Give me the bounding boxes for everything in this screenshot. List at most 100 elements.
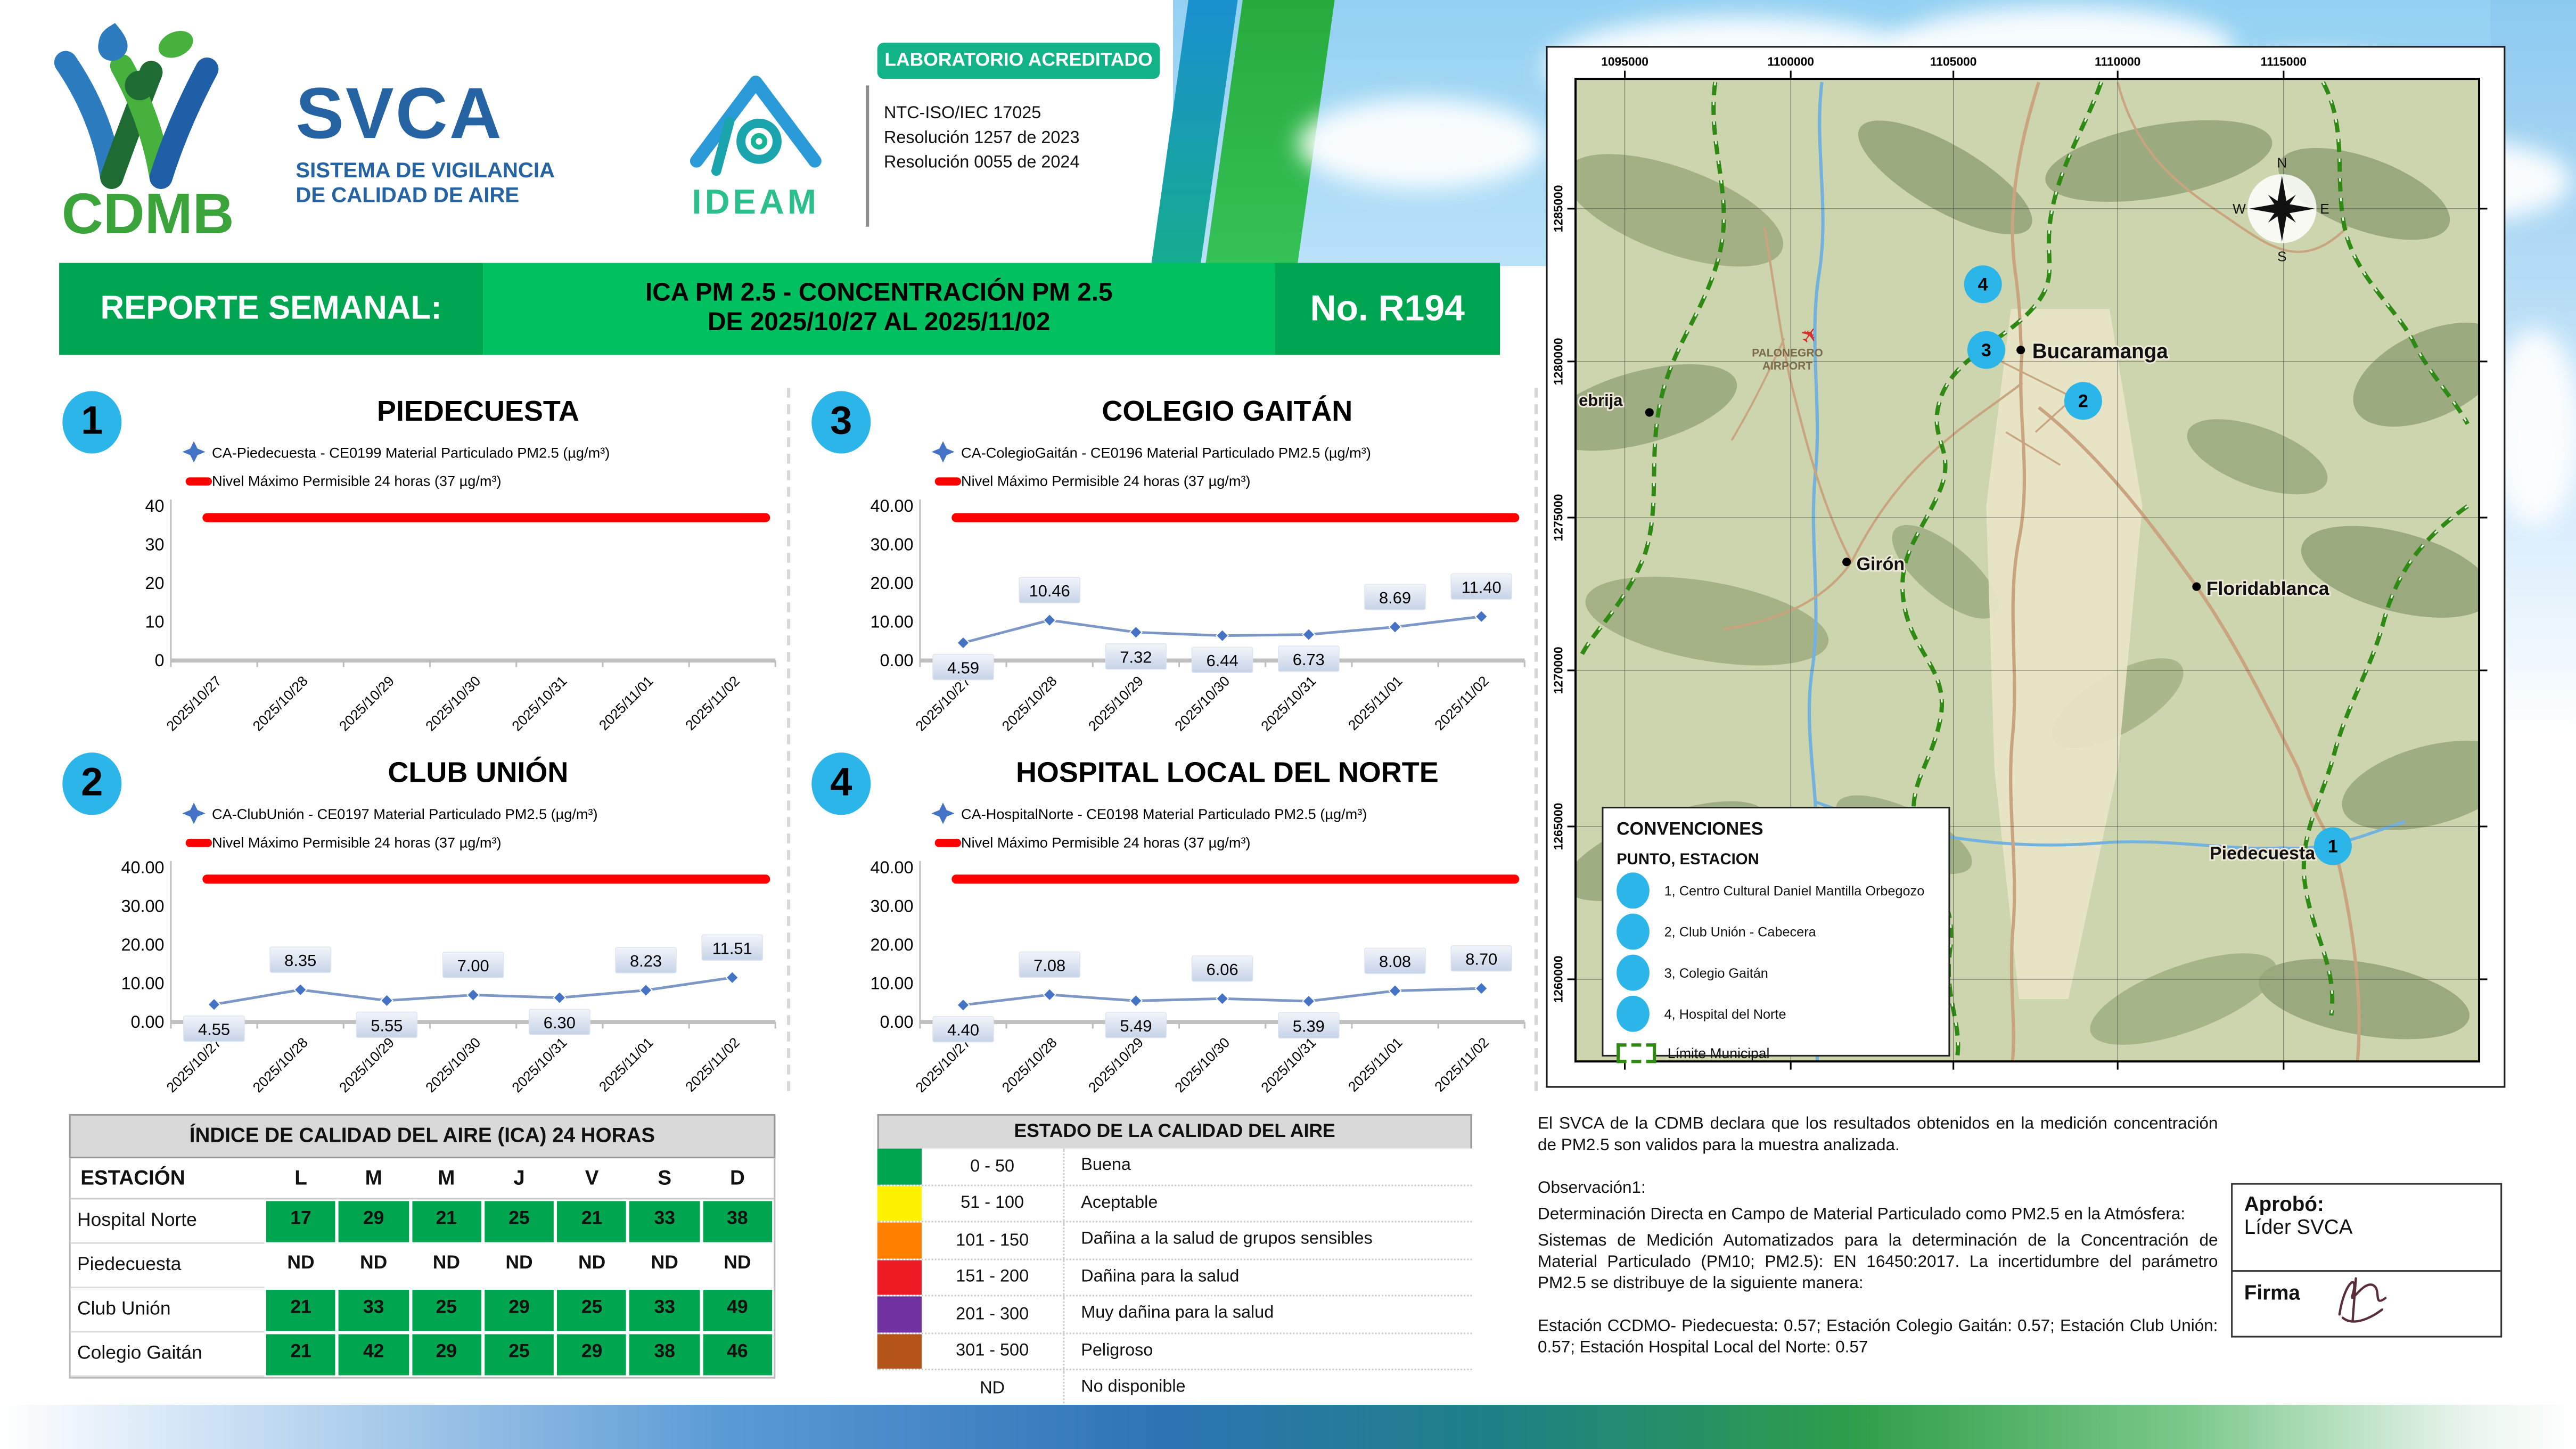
ica-value-cell: 46 <box>702 1334 773 1376</box>
station-number-badge: 4 <box>811 752 871 815</box>
y-axis-tick-label: 30.00 <box>121 896 165 915</box>
data-label-box <box>932 1016 994 1043</box>
estado-range: 101 - 150 <box>956 1230 1029 1250</box>
ica-station-name: Hospital Norte <box>70 1199 265 1244</box>
estado-row: 301 - 500 Peligroso <box>877 1333 1472 1371</box>
data-label-value: 5.39 <box>1293 1017 1325 1035</box>
data-point-marker <box>1215 992 1229 1005</box>
road <box>1723 382 2023 631</box>
road <box>2116 81 2349 253</box>
svca-subtitle-1: SISTEMA DE VIGILANCIA <box>296 157 555 182</box>
y-axis-tick-label: 40 <box>145 496 165 515</box>
chart-title: COLEGIO GAITÁN <box>1102 395 1352 427</box>
y-axis-tick-label: 20.00 <box>121 935 165 954</box>
date-label: 2025/10/30 <box>1171 1034 1233 1095</box>
chart-club-union: 2 CLUB UNIÓN CA-ClubUnión - CE0197 Materi… <box>59 746 782 1111</box>
estado-range: 51 - 100 <box>961 1193 1024 1213</box>
date-label: 2025/10/28 <box>250 1034 311 1095</box>
map-legend-title: CONVENCIONES <box>1617 820 1763 840</box>
data-point-marker <box>380 994 394 1008</box>
station-number-badge: 3 <box>811 391 871 454</box>
municipal-boundary-icon <box>1617 1043 1656 1063</box>
data-label-value: 8.23 <box>630 952 662 970</box>
ica-col-day: J <box>482 1158 556 1200</box>
map-airport-label: PALONEGRO AIRPORT <box>1752 347 1823 373</box>
ica-station-name: Colegio Gaitán <box>70 1332 265 1377</box>
road <box>2009 81 2041 1062</box>
station-point-icon <box>1617 913 1650 950</box>
data-label-value: 6.73 <box>1293 650 1325 669</box>
series-legend-label: CA-Piedecuesta - CE0199 Material Particu… <box>212 444 610 461</box>
date-label: 2025/11/01 <box>596 1034 657 1095</box>
date-label: 2025/11/02 <box>682 1034 743 1095</box>
date-label: 2025/10/29 <box>1085 1034 1146 1095</box>
date-label: 2025/10/31 <box>1258 673 1319 734</box>
date-label: 2025/10/31 <box>1258 1034 1319 1095</box>
date-label: 2025/11/02 <box>682 673 743 734</box>
series-legend-label: CA-ColegioGaitán - CE0196 Material Parti… <box>961 444 1371 461</box>
ica-value-cell: 33 <box>630 1201 700 1242</box>
ica-col-day: M <box>337 1158 411 1200</box>
map-station-marker-number: 2 <box>2078 391 2088 412</box>
estado-range: 151 - 200 <box>956 1267 1029 1287</box>
map-station-marker <box>1964 265 2002 304</box>
data-label-value: 11.40 <box>1462 578 1502 596</box>
data-label-box <box>1364 584 1426 610</box>
map-y-coordinate-label: 1260000 <box>1551 956 1565 1003</box>
svca-subtitle-2: DE CALIDAD DE AIRE <box>296 183 520 208</box>
map-y-coordinate-label: 1285000 <box>1551 185 1565 232</box>
estado-label: Buena <box>1063 1148 1472 1184</box>
map-legend-items: 1, Centro Cultural Daniel Mantilla Orbeg… <box>1617 871 1935 1033</box>
chart-canvas: PIEDECUESTA CA-Piedecuesta - CE0199 Mater… <box>145 395 776 734</box>
estado-row: 51 - 100 Aceptable <box>877 1185 1472 1223</box>
data-label-value: 6.30 <box>544 1013 576 1032</box>
ica-col-station: ESTACIÓN <box>70 1158 265 1200</box>
date-label: 2025/10/27 <box>913 1034 974 1095</box>
chart-title: PIEDECUESTA <box>377 395 579 427</box>
data-point-marker <box>1388 984 1402 998</box>
ica-value-cell: 25 <box>484 1334 554 1376</box>
hill-shade <box>1892 525 1998 619</box>
accreditation-lines: NTC-ISO/IEC 17025 Resolución 1257 de 202… <box>884 102 1080 177</box>
data-point-marker <box>1129 625 1143 639</box>
notes-block: El SVCA de la CDMB declara que los resul… <box>1538 1114 2218 1364</box>
signature-icon <box>2338 1277 2387 1323</box>
compass-letter: E <box>2320 201 2329 217</box>
estado-row: ND No disponible <box>877 1370 1472 1407</box>
date-label: 2025/10/28 <box>999 673 1060 734</box>
column-separator <box>1534 388 1538 1091</box>
date-label: 2025/10/30 <box>422 1034 483 1095</box>
declaration-text: El SVCA de la CDMB declara que los resul… <box>1538 1116 2218 1156</box>
city-dot <box>1645 408 1654 417</box>
ica-value-cell: 49 <box>702 1290 773 1331</box>
hill-shade <box>2278 148 2450 240</box>
series-legend-marker-icon <box>931 441 955 463</box>
map-legend-item-label: 3, Colegio Gaitán <box>1664 965 1768 980</box>
ica-table-grid: ESTACIÓN L M M J V S D Hospital Norte 17 29 21 25 21 3… <box>69 1158 776 1379</box>
date-label: 2025/10/27 <box>913 673 974 734</box>
y-axis-tick-label: 20 <box>145 574 165 593</box>
accreditation-line: NTC-ISO/IEC 17025 <box>883 103 1041 124</box>
data-label-value: 6.44 <box>1207 651 1238 670</box>
city-dot <box>1842 558 1851 567</box>
data-label-box <box>528 1009 590 1035</box>
data-label-box <box>615 947 677 973</box>
map-station-marker <box>2314 827 2352 865</box>
max-line-legend-icon <box>934 839 962 847</box>
data-label-box <box>269 946 332 973</box>
data-point-marker <box>956 636 970 650</box>
max-line-legend-label: Nivel Máximo Permisible 24 horas (37 µg/… <box>961 473 1251 489</box>
map-city-label: Girón <box>1857 554 1905 575</box>
data-label-box <box>1277 1012 1340 1039</box>
data-point-marker <box>293 983 307 997</box>
road <box>1763 226 1853 563</box>
chart-hospital-norte: 4 HOSPITAL LOCAL DEL NORTE CA-HospitalNor… <box>808 746 1531 1111</box>
estado-table-title: ESTADO DE LA CALIDAD DEL AIRE <box>877 1114 1472 1149</box>
date-label: 2025/10/27 <box>163 673 225 734</box>
compass-letter: S <box>2277 249 2286 265</box>
banner-title-line1: ICA PM 2.5 - CONCENTRACIÓN PM 2.5 <box>645 279 1113 307</box>
date-label: 2025/11/02 <box>1431 673 1492 734</box>
map-station-marker <box>2064 382 2102 420</box>
estado-range: 201 - 300 <box>956 1304 1029 1324</box>
station-number-badge: 1 <box>62 391 122 454</box>
